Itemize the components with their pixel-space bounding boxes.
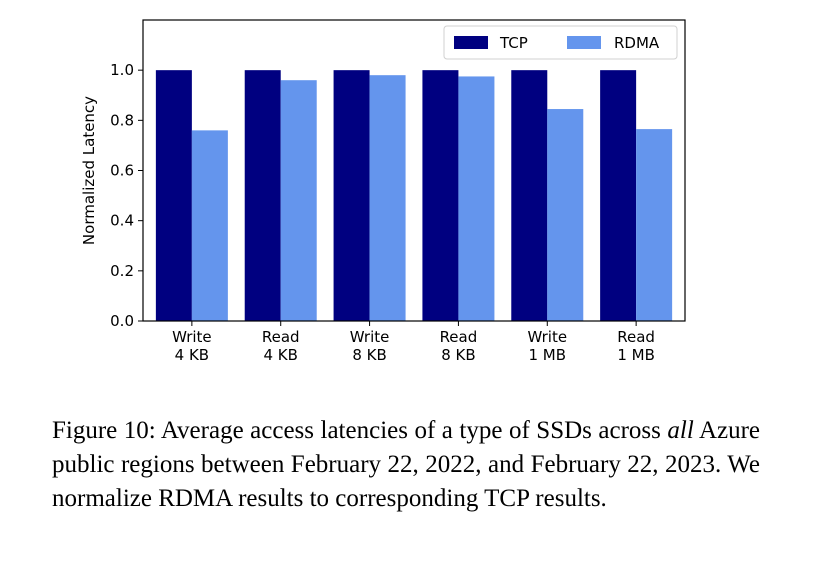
- y-axis: 0.0 0.2 0.4 0.6 0.8 1.0: [110, 61, 143, 330]
- bar-tcp-5: [600, 70, 637, 322]
- legend: TCP RDMA: [443, 25, 678, 60]
- bar-tcp-3: [422, 70, 459, 322]
- x-axis: Write 4 KB Read 4 KB Write 8 KB Read 8 KB Write 1…: [172, 321, 655, 364]
- bar-rdma-3: [458, 76, 495, 321]
- bar-tcp-4: [511, 70, 548, 322]
- y-axis-label: Normalized Latency: [80, 96, 98, 245]
- legend-swatch-rdma: [567, 36, 601, 49]
- y-tick-label-2: 0.4: [110, 212, 134, 230]
- bar-rdma-1: [280, 80, 317, 321]
- x-tick-label-4: Write 1 MB: [527, 328, 567, 364]
- y-tick-label-4: 0.8: [110, 111, 134, 129]
- bar-rdma-5: [636, 129, 673, 321]
- y-tick-label-3: 0.6: [110, 162, 134, 180]
- y-tick-label-1: 0.2: [110, 262, 134, 280]
- bar-rdma-2: [369, 75, 406, 321]
- caption-suffix: Azure public regions between February 22…: [52, 417, 761, 512]
- x-tick-label-1: Read 4 KB: [262, 328, 300, 364]
- x-tick-label-3: Read 8 KB: [440, 328, 478, 364]
- legend-label-rdma: RDMA: [614, 34, 660, 52]
- legend-swatch-tcp: [454, 36, 488, 49]
- bar-tcp-0: [155, 70, 192, 322]
- x-tick-label-5: Read 1 MB: [617, 328, 655, 364]
- bar-rdma-4: [547, 109, 584, 321]
- caption-emphasis: all: [667, 417, 694, 444]
- y-tick-label-5: 1.0: [110, 61, 134, 79]
- bar-tcp-1: [244, 70, 281, 322]
- bars-group: [155, 70, 673, 322]
- bar-rdma-0: [191, 130, 228, 321]
- y-tick-label-0: 0.0: [110, 312, 134, 330]
- x-tick-label-0: Write 4 KB: [172, 328, 212, 364]
- figure-caption: Figure 10: Average access latencies of a…: [52, 414, 760, 516]
- legend-label-tcp: TCP: [499, 34, 528, 52]
- x-tick-label-2: Write 8 KB: [350, 328, 390, 364]
- caption-prefix: Figure 10: Average access latencies of a…: [52, 417, 661, 444]
- bar-tcp-2: [333, 70, 370, 322]
- legend-box: [443, 25, 678, 60]
